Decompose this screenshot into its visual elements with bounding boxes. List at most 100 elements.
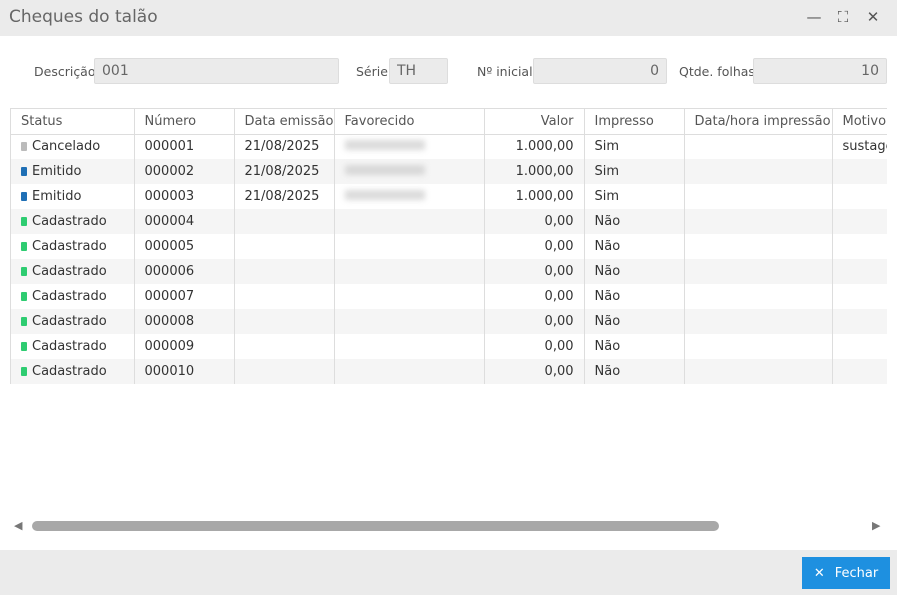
impresso-cell: Não: [584, 284, 685, 309]
datahora-cell: [684, 359, 833, 384]
fechar-button[interactable]: ✕ Fechar: [802, 557, 890, 589]
datahora-cell: [684, 259, 833, 284]
status-cell: Cadastrado: [11, 359, 135, 384]
scroll-right-icon[interactable]: ▶: [872, 519, 881, 532]
datahora-cell: [684, 134, 833, 159]
redacted-text: [344, 165, 425, 175]
column-header[interactable]: Status: [11, 109, 135, 135]
table-row[interactable]: Cadastrado 000009 0,00 Não: [11, 334, 887, 359]
valor-cell: 0,00: [484, 359, 585, 384]
status-cell: Cadastrado: [11, 334, 135, 359]
datahora-cell: [684, 234, 833, 259]
column-header[interactable]: Impresso: [584, 109, 685, 135]
data-cell: 21/08/2025: [234, 134, 335, 159]
favorecido-cell: [334, 309, 485, 334]
datahora-cell: [684, 159, 833, 184]
favorecido-cell: [334, 209, 485, 234]
column-header[interactable]: Número: [134, 109, 235, 135]
status-indicator-icon: [21, 342, 27, 351]
status-indicator-icon: [21, 167, 27, 176]
status-indicator-icon: [21, 367, 27, 376]
numero-cell: 000009: [134, 334, 235, 359]
favorecido-cell: [334, 159, 485, 184]
redacted-text: [344, 190, 425, 200]
status-cell: Cadastrado: [11, 234, 135, 259]
motivo-cell: [832, 284, 887, 309]
valor-cell: 1.000,00: [484, 134, 585, 159]
column-header[interactable]: Valor: [484, 109, 585, 135]
favorecido-cell: [334, 334, 485, 359]
data-cell: [234, 234, 335, 259]
table-row[interactable]: Cadastrado 000010 0,00 Não: [11, 359, 887, 384]
title-bar: Cheques do talão — ⛶ ✕: [0, 0, 897, 36]
maximize-icon[interactable]: ⛶: [837, 8, 849, 26]
numero-cell: 000004: [134, 209, 235, 234]
valor-cell: 0,00: [484, 209, 585, 234]
column-header[interactable]: Favorecido: [334, 109, 485, 135]
numero-cell: 000008: [134, 309, 235, 334]
numero-cell: 000003: [134, 184, 235, 209]
data-cell: 21/08/2025: [234, 159, 335, 184]
status-cell: Cadastrado: [11, 309, 135, 334]
impresso-cell: Não: [584, 334, 685, 359]
valor-cell: 0,00: [484, 259, 585, 284]
valor-cell: 0,00: [484, 309, 585, 334]
footer: ✕ Fechar: [0, 550, 897, 595]
favorecido-cell: [334, 259, 485, 284]
datahora-cell: [684, 309, 833, 334]
numero-cell: 000007: [134, 284, 235, 309]
table-row[interactable]: Cadastrado 000008 0,00 Não: [11, 309, 887, 334]
horizontal-scrollbar[interactable]: ◀ ▶: [10, 516, 887, 536]
cheques-grid: Status Número Data emissão Favorecido Valor I…: [10, 108, 887, 384]
table-row[interactable]: Emitido 000002 21/08/2025 1.000,00 Sim: [11, 159, 887, 184]
column-header[interactable]: Data emissão: [234, 109, 335, 135]
impresso-cell: Sim: [584, 159, 685, 184]
data-cell: 21/08/2025: [234, 184, 335, 209]
redacted-text: [344, 140, 425, 151]
datahora-cell: [684, 334, 833, 359]
scroll-left-icon[interactable]: ◀: [14, 519, 23, 532]
favorecido-cell: [334, 134, 485, 159]
motivo-cell: sustage: [832, 134, 887, 159]
data-cell: [234, 359, 335, 384]
column-header[interactable]: Motivo: [832, 109, 887, 135]
table-row[interactable]: Cadastrado 000006 0,00 Não: [11, 259, 887, 284]
table-row[interactable]: Emitido 000003 21/08/2025 1.000,00 Sim: [11, 184, 887, 209]
favorecido-cell: [334, 359, 485, 384]
impresso-cell: Não: [584, 259, 685, 284]
minimize-icon[interactable]: —: [806, 8, 822, 26]
status-indicator-icon: [21, 317, 27, 326]
table-row[interactable]: Cancelado 000001 21/08/2025 1.000,00 Sim…: [11, 134, 887, 159]
valor-cell: 0,00: [484, 284, 585, 309]
table-row[interactable]: Cadastrado 000005 0,00 Não: [11, 234, 887, 259]
favorecido-cell: [334, 184, 485, 209]
impresso-cell: Sim: [584, 184, 685, 209]
status-indicator-icon: [21, 192, 27, 201]
scrollbar-thumb[interactable]: [32, 521, 719, 531]
motivo-cell: [832, 209, 887, 234]
status-indicator-icon: [21, 267, 27, 276]
numero-cell: 000010: [134, 359, 235, 384]
numero-cell: 000001: [134, 134, 235, 159]
status-cell: Cadastrado: [11, 284, 135, 309]
serie-field[interactable]: [389, 58, 448, 84]
close-icon[interactable]: ✕: [866, 8, 880, 26]
column-header[interactable]: Data/hora impressão: [684, 109, 833, 135]
table-row[interactable]: Cadastrado 000007 0,00 Não: [11, 284, 887, 309]
table-row[interactable]: Cadastrado 000004 0,00 Não: [11, 209, 887, 234]
status-indicator-icon: [21, 292, 27, 301]
data-cell: [234, 284, 335, 309]
inicial-label: Nº inicial: [477, 64, 533, 79]
valor-cell: 0,00: [484, 234, 585, 259]
status-cell: Emitido: [11, 159, 135, 184]
status-cell: Cadastrado: [11, 209, 135, 234]
inicial-field[interactable]: [533, 58, 667, 84]
data-cell: [234, 209, 335, 234]
numero-cell: 000002: [134, 159, 235, 184]
close-icon: ✕: [813, 565, 825, 581]
impresso-cell: Não: [584, 209, 685, 234]
motivo-cell: [832, 159, 887, 184]
qtde-field[interactable]: [753, 58, 887, 84]
status-indicator-icon: [21, 217, 27, 226]
descricao-field[interactable]: [94, 58, 339, 84]
